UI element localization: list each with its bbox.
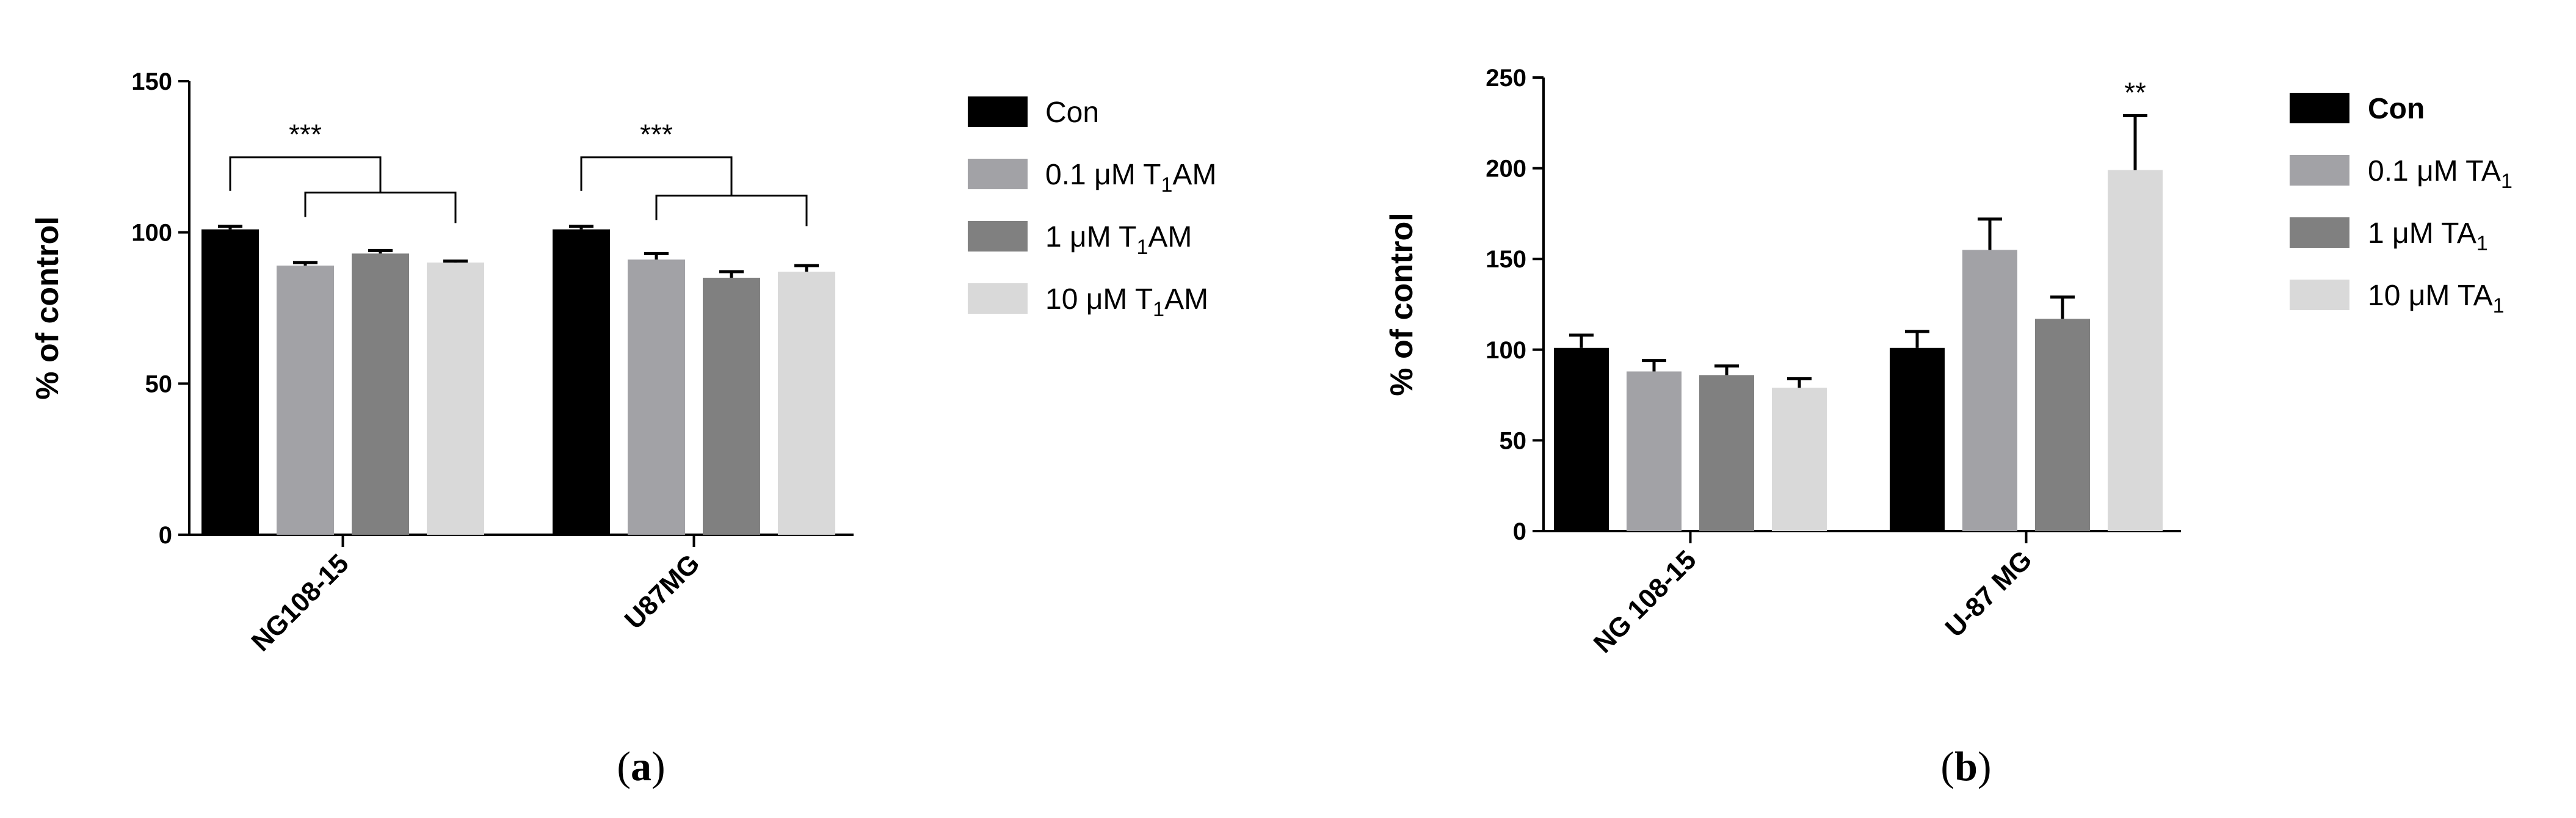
y-tick-label: 0 — [159, 522, 172, 549]
x-tick-label: U-87 MG — [1940, 545, 2038, 643]
y-tick-label: 50 — [1500, 427, 1527, 454]
legend-label: 1 μM TA1 — [2368, 217, 2488, 255]
legend-swatch — [968, 221, 1028, 252]
chart-panel-a: 0 50 100 150 % of control NG108-15 U87MG *** ***… — [30, 68, 1216, 789]
bar — [1627, 371, 1682, 531]
legend-swatch — [2290, 155, 2349, 186]
significance-bracket — [304, 191, 457, 223]
significance-marker: ** — [2124, 76, 2146, 108]
significance-marker: *** — [289, 118, 322, 150]
legend-label: 10 μM T1AM — [1045, 283, 1208, 321]
y-tick-label: 0 — [1513, 518, 1526, 545]
y-tick-label: 50 — [145, 371, 173, 397]
y-tick-label: 100 — [131, 220, 172, 247]
bar — [1962, 250, 2017, 531]
y-tick-label: 250 — [1486, 65, 1526, 92]
significance-marker: *** — [640, 118, 673, 150]
legend-swatch — [2290, 93, 2349, 123]
y-tick-label: 150 — [1486, 246, 1526, 273]
legend-swatch — [2290, 217, 2349, 248]
legend-label: 0.1 μM TA1 — [2368, 155, 2513, 193]
bar — [2035, 319, 2090, 531]
bar — [628, 259, 685, 535]
bar — [1699, 375, 1754, 531]
panel-label: (b) — [1940, 743, 1991, 789]
legend: Con 0.1 μM T1AM 1 μM T1AM 10 μM T1AM — [968, 96, 1216, 321]
legend-label: Con — [2368, 93, 2425, 125]
significance-bracket — [580, 156, 733, 196]
y-tick-label: 150 — [131, 68, 172, 95]
bar — [2108, 170, 2163, 531]
chart-panel-b: 0 50 100 150 200 250 % of control NG 108-15 U-87… — [1384, 65, 2513, 789]
legend-label: 1 μM T1AM — [1045, 221, 1192, 259]
x-tick-label: NG108-15 — [245, 548, 354, 657]
bar — [1890, 347, 1945, 531]
bar — [1772, 388, 1827, 531]
y-axis-label: % of control — [1384, 212, 1420, 396]
legend: Con 0.1 μM TA1 1 μM TA1 10 μM TA1 — [2290, 93, 2513, 317]
bar — [1554, 347, 1609, 531]
bar — [553, 229, 610, 535]
bar — [778, 272, 835, 535]
bar — [703, 277, 760, 535]
legend-swatch — [968, 96, 1028, 127]
legend-swatch — [968, 283, 1028, 314]
x-tick-label: NG 108-15 — [1588, 545, 1702, 659]
legend-label: 0.1 μM T1AM — [1045, 159, 1216, 197]
panel-label: (a) — [617, 743, 665, 789]
significance-bracket — [655, 194, 808, 226]
y-axis-label: % of control — [30, 216, 65, 399]
x-tick-label: U87MG — [619, 548, 706, 635]
y-tick-label: 100 — [1486, 337, 1526, 364]
bar — [427, 262, 484, 535]
y-tick-label: 200 — [1486, 156, 1526, 183]
legend-label: Con — [1045, 96, 1099, 129]
legend-label: 10 μM TA1 — [2368, 280, 2505, 317]
bar — [277, 266, 334, 535]
legend-swatch — [968, 159, 1028, 189]
bar — [201, 229, 259, 535]
legend-swatch — [2290, 280, 2349, 310]
bar — [352, 253, 409, 535]
significance-bracket — [229, 156, 382, 193]
